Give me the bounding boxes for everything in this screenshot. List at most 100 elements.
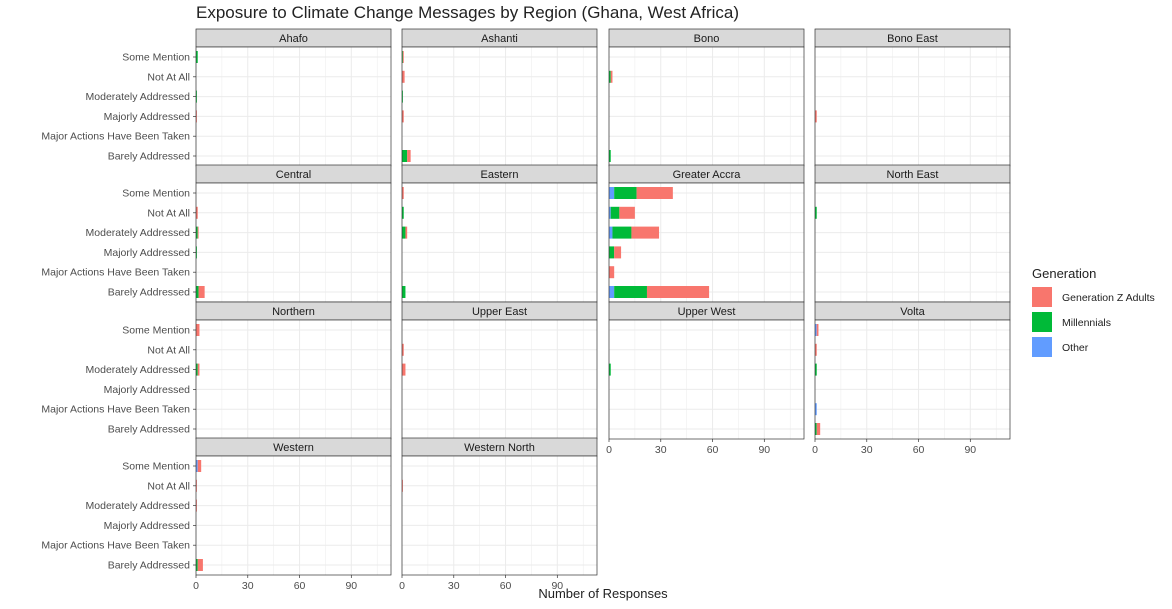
- x-tick-label: 0: [812, 444, 818, 456]
- facet-label: North East: [887, 169, 939, 181]
- x-tick-label: 90: [964, 444, 976, 456]
- panel-background: [609, 320, 804, 439]
- panel-border: [814, 319, 1011, 440]
- bars: [815, 206, 817, 219]
- bars: [196, 206, 205, 298]
- legend-label-millennials: Millennials: [1062, 317, 1111, 329]
- bar-millennials-not-at-all: [609, 70, 611, 83]
- bar-millennials-not-at-all: [815, 206, 817, 219]
- y-axis: Some Mention Not At All Moderately Address…: [41, 325, 196, 436]
- legend-title: Generation: [1032, 266, 1096, 281]
- panel-background: [815, 320, 1010, 439]
- facet-upper-west: Upper West 0 30 60 90: [606, 301, 805, 456]
- x-tick-label: 0: [193, 580, 199, 592]
- y-tick-label: Barely Addressed: [108, 560, 190, 572]
- bar-millennials-barely-addressed: [402, 150, 408, 162]
- y-tick-label: Moderately Addressed: [86, 500, 191, 512]
- bar-generation-z-adults-moderately-addressed: [197, 363, 200, 376]
- y-tick-label: Moderately Addressed: [86, 364, 191, 376]
- bar-other-major-actions-have-been-taken: [815, 403, 817, 416]
- gridlines: [608, 320, 804, 439]
- bar-millennials-some-mention: [402, 51, 403, 63]
- bar-millennials-majorly-addressed: [196, 246, 197, 259]
- facet-north-east: North East: [814, 164, 1011, 303]
- x-tick-label: 90: [345, 580, 357, 592]
- bar-generation-z-adults-majorly-addressed: [614, 246, 622, 259]
- bar-generation-z-adults-not-at-all: [402, 343, 404, 356]
- facet-ahafo: Ahafo Some Mention Not At All Moderately Ad…: [41, 28, 392, 167]
- gridlines: [195, 47, 391, 166]
- bar-millennials-some-mention: [614, 187, 637, 199]
- facet-label: Ashanti: [481, 33, 518, 45]
- facet-label: Northern: [272, 306, 315, 318]
- y-tick-label: Barely Addressed: [108, 424, 190, 436]
- x-tick-label: 90: [758, 444, 770, 456]
- facet-label: Bono: [694, 33, 720, 45]
- y-axis: Some Mention Not At All Moderately Address…: [41, 52, 196, 163]
- x-tick-label: 90: [551, 580, 563, 592]
- facet-northern: Northern Some Mention Not At All Moderately…: [41, 301, 392, 440]
- y-tick-label: Major Actions Have Been Taken: [41, 404, 190, 416]
- bars: [402, 51, 411, 162]
- bars: [609, 187, 710, 298]
- panel-border: [608, 319, 805, 440]
- bar-millennials-some-mention: [196, 51, 198, 63]
- bars: [402, 479, 403, 492]
- bar-millennials-moderately-addressed: [609, 363, 611, 376]
- bar-generation-z-adults-some-mention: [402, 187, 404, 199]
- panel-background: [402, 320, 597, 439]
- bar-generation-z-adults-barely-addressed: [816, 423, 821, 435]
- y-tick-label: Moderately Addressed: [86, 227, 191, 239]
- bar-millennials-moderately-addressed: [196, 226, 198, 239]
- y-tick-label: Some Mention: [122, 325, 190, 337]
- bar-other-not-at-all: [609, 206, 611, 219]
- bar-generation-z-adults-majorly-addressed: [815, 110, 817, 123]
- bar-millennials-majorly-addressed: [609, 246, 615, 259]
- legend-swatch-other: [1032, 337, 1052, 357]
- y-tick-label: Not At All: [147, 207, 190, 219]
- x-tick-label: 30: [861, 444, 873, 456]
- bar-millennials-barely-addressed: [614, 286, 647, 298]
- legend-swatch-generation-z-adults: [1032, 287, 1052, 307]
- bar-generation-z-adults-majorly-addressed: [402, 110, 404, 123]
- y-tick-label: Majorly Addressed: [104, 520, 191, 532]
- facet-label: Greater Accra: [673, 169, 742, 181]
- bar-generation-z-adults-not-at-all: [402, 70, 405, 83]
- y-tick-label: Some Mention: [122, 188, 190, 200]
- bar-generation-z-adults-majorly-addressed: [196, 110, 197, 123]
- bar-millennials-moderately-addressed: [402, 90, 403, 103]
- bar-generation-z-adults-not-at-all: [402, 479, 403, 492]
- facet-central: Central Some Mention Not At All Moderately …: [41, 164, 392, 303]
- facet-volta: Volta 0 30 60 90: [812, 301, 1011, 456]
- y-tick-label: Majorly Addressed: [104, 111, 191, 123]
- panel-background: [402, 456, 597, 575]
- bar-generation-z-adults-not-at-all: [619, 206, 635, 219]
- x-axis: 0 30 60 90: [812, 439, 976, 456]
- y-tick-label: Majorly Addressed: [104, 247, 191, 259]
- y-tick-label: Major Actions Have Been Taken: [41, 267, 190, 279]
- panel-background: [815, 47, 1010, 166]
- legend-label-generation-z-adults: Generation Z Adults: [1062, 292, 1155, 304]
- bar-other-barely-addressed: [609, 286, 615, 298]
- facet-bono: Bono: [608, 28, 805, 167]
- bars: [609, 363, 611, 376]
- x-axis-title: Number of Responses: [538, 586, 668, 601]
- facet-western: Western Some Mention Not At All Moderately …: [41, 437, 392, 592]
- x-tick-label: 30: [655, 444, 667, 456]
- panel-background: [402, 47, 597, 166]
- facet-bono-east: Bono East: [814, 28, 1011, 167]
- bars: [815, 110, 817, 123]
- bar-generation-z-adults-moderately-addressed: [402, 363, 406, 376]
- bar-millennials-moderately-addressed: [815, 363, 817, 376]
- y-tick-label: Moderately Addressed: [86, 91, 191, 103]
- facet-label: Upper West: [678, 306, 736, 318]
- bar-generation-z-adults-moderately-addressed: [197, 226, 199, 239]
- bars: [402, 187, 408, 298]
- x-tick-label: 30: [448, 580, 460, 592]
- x-tick-label: 0: [399, 580, 405, 592]
- legend-items: Generation Z Adults Millennials Other: [1032, 287, 1155, 357]
- x-axis: 0 30 60 90: [399, 575, 563, 592]
- y-tick-label: Major Actions Have Been Taken: [41, 540, 190, 552]
- bar-other-some-mention: [609, 187, 615, 199]
